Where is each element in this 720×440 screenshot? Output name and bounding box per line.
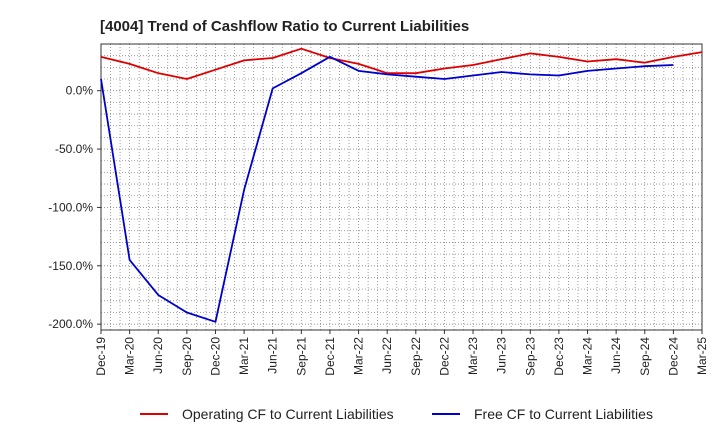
x-tick-label: Jun-21 <box>266 337 280 374</box>
x-tick-label: Jun-20 <box>151 337 165 374</box>
x-tick-label: Sep-20 <box>180 337 194 376</box>
x-tick-label: Dec-21 <box>323 337 337 376</box>
x-tick-label: Mar-22 <box>352 337 366 375</box>
plot-area <box>101 44 702 330</box>
grid <box>100 43 703 330</box>
x-tick-label: Dec-23 <box>552 337 566 376</box>
x-tick-label: Mar-20 <box>123 337 137 375</box>
x-tick-label: Sep-21 <box>294 337 308 376</box>
y-tick-label: -50.0% <box>55 142 93 156</box>
axes: 0.0% -50.0% -100.0% -150.0% -200.0%Dec-19 Mar… <box>48 43 709 376</box>
x-tick-label: Mar-23 <box>466 337 480 375</box>
y-tick-label: 0.0% <box>66 84 94 98</box>
x-tick-label: Jun-24 <box>609 337 623 374</box>
legend: Operating CF to Current Liabilities Free … <box>140 406 653 422</box>
y-tick-label: -150.0% <box>48 259 93 273</box>
legend-label: Free CF to Current Liabilities <box>474 406 653 422</box>
x-tick-label: Dec-19 <box>94 337 108 376</box>
x-tick-label: Mar-21 <box>237 337 251 375</box>
series-line-operating-cf <box>100 47 703 80</box>
x-tick-label: Sep-24 <box>638 337 652 376</box>
x-tick-label: Jun-22 <box>380 337 394 374</box>
chart-title: [4004] Trend of Cashflow Ratio to Curren… <box>100 18 469 35</box>
x-tick-label: Sep-23 <box>523 337 537 376</box>
x-tick-label: Jun-23 <box>495 337 509 374</box>
plot-border <box>100 43 703 331</box>
y-tick-label: -100.0% <box>48 200 93 214</box>
x-tick-label: Dec-20 <box>208 337 222 376</box>
x-tick-label: Mar-24 <box>581 337 595 375</box>
y-tick-label: -200.0% <box>48 317 93 331</box>
x-tick-label: Dec-24 <box>666 337 680 376</box>
series-lines <box>100 47 703 323</box>
x-tick-label: Dec-22 <box>437 337 451 376</box>
series-line-free-cf <box>100 55 674 323</box>
legend-label: Operating CF to Current Liabilities <box>182 406 394 422</box>
x-tick-label: Sep-22 <box>409 337 423 376</box>
x-tick-label: Mar-25 <box>695 337 709 375</box>
